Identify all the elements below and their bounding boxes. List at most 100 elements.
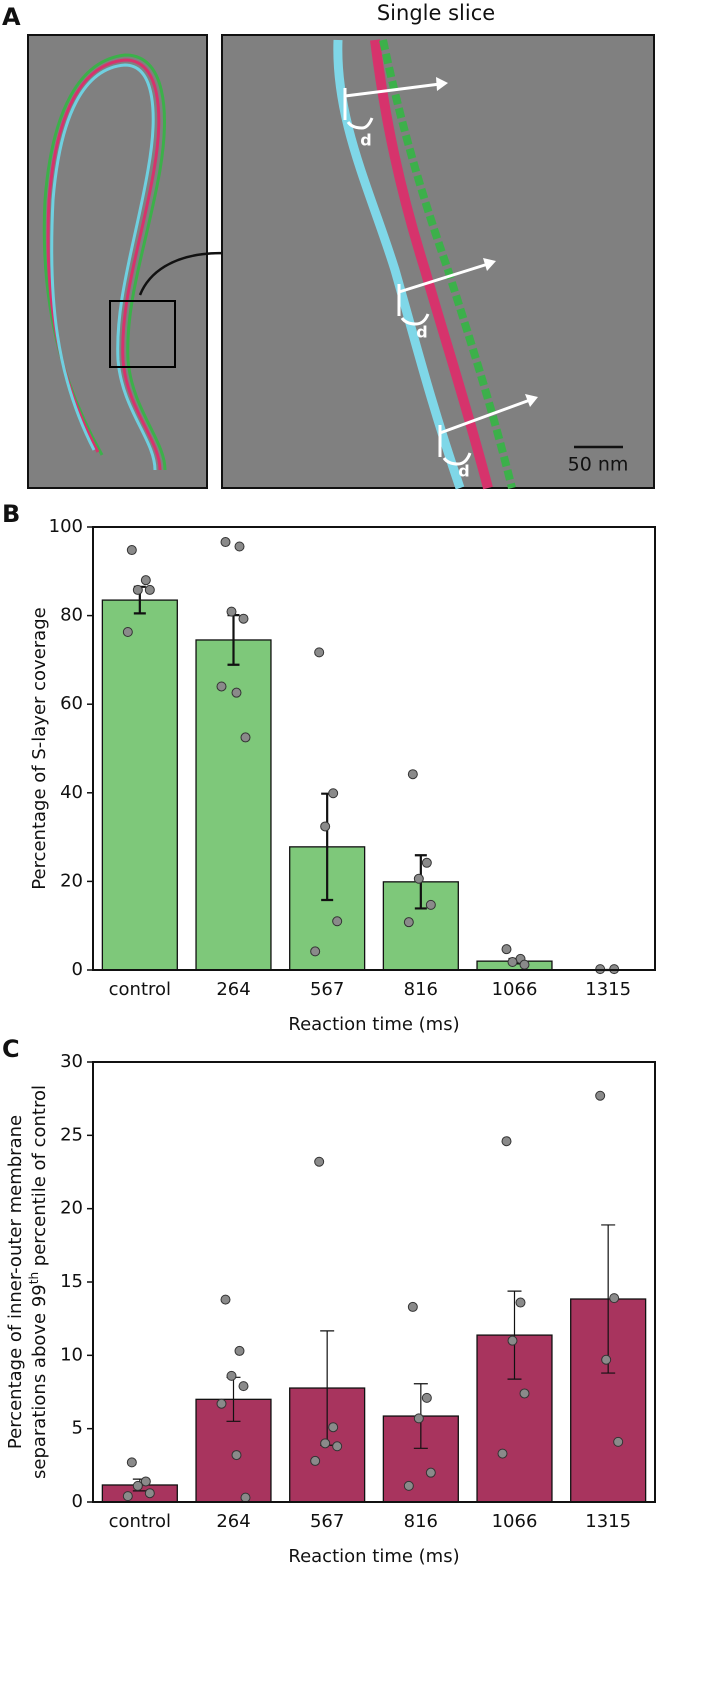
data-point [425,1467,436,1478]
y-tick-label: 0 [72,959,83,980]
data-point [310,946,321,957]
data-point [519,959,530,970]
x-tick-label: 1315 [585,979,631,1000]
data-point [425,899,436,910]
data-point [231,687,242,698]
error-bar [507,1290,522,1380]
data-point [220,1294,231,1305]
zoom-box [109,300,176,368]
data-point [320,821,331,832]
y-tick-label: 40 [60,782,83,803]
data-point [310,1455,321,1466]
data-point [413,873,424,884]
y-axis-label: Percentage of inner-outer membrane [5,1115,26,1449]
x-tick-label: 567 [310,979,344,1000]
data-point [132,1480,143,1491]
x-axis-label: Reaction time (ms) [288,1014,459,1035]
data-point [314,647,325,658]
data-point [126,545,137,556]
distance-label: d [416,323,427,342]
distance-label: d [458,462,469,481]
data-point [226,606,237,617]
data-point [519,1388,530,1399]
data-point [497,1448,508,1459]
distance-arrows [343,82,531,466]
image-overview [27,34,208,489]
data-point [328,1422,339,1433]
x-tick-label: 264 [216,979,250,1000]
y-tick-label: 60 [60,693,83,714]
data-point [328,788,339,799]
data-point [507,1335,518,1346]
panel-title: Single slice [377,1,495,25]
data-point [240,1492,251,1503]
data-point [140,575,151,586]
data-point [220,537,231,548]
y-tick-label: 25 [60,1124,83,1145]
data-point [320,1438,331,1449]
data-point [601,1354,612,1365]
data-point [240,732,251,743]
data-point [234,1345,245,1356]
y-tick-label: 20 [60,1198,83,1219]
y-tick-label: 5 [72,1418,83,1439]
data-point [122,626,133,637]
x-tick-label: 264 [216,1511,250,1532]
y-tick-label: 100 [49,516,83,537]
distance-label: d [360,131,371,150]
y-tick-label: 20 [60,870,83,891]
data-point [144,1488,155,1499]
data-point [226,1370,237,1381]
x-tick-label: 1315 [585,1511,631,1532]
x-tick-label: 1066 [492,979,538,1000]
bar [476,1334,553,1503]
arrow-heads [436,77,538,407]
data-point [122,1491,133,1502]
data-point [407,769,418,780]
data-point [140,1476,151,1487]
bar [101,599,178,971]
x-tick-label: 1066 [492,1511,538,1532]
error-bar [601,1224,616,1374]
data-point [501,944,512,955]
data-point [515,1297,526,1308]
label-part: separations above 99 [29,1284,50,1479]
y-tick-label: 80 [60,605,83,626]
data-point [132,584,143,595]
y-axis-label: separations above 99th percentile of con… [27,1085,51,1479]
data-point [609,1293,620,1304]
data-point [216,1398,227,1409]
x-tick-label: 816 [404,979,438,1000]
panel-label: C [2,1035,20,1063]
y-axis-label: Percentage of S-layer coverage [29,607,50,889]
data-point [407,1301,418,1312]
cell-outline [42,53,167,471]
data-point [234,541,245,552]
panel-a: A Single slice d d d 50 nm [2,1,655,490]
data-point [144,584,155,595]
data-point [613,1436,624,1447]
data-point [403,1480,414,1491]
data-point [501,1136,512,1147]
y-tick-label: 15 [60,1271,83,1292]
panel-label: B [2,500,20,528]
data-point [507,957,518,968]
data-point [413,1413,424,1424]
data-point [421,857,432,868]
label-superscript: th [27,1272,41,1284]
x-tick-label: control [109,1511,171,1532]
data-point [332,916,343,927]
data-point [238,1381,249,1392]
label-part: percentile of control [29,1085,50,1272]
data-point [216,681,227,692]
y-tick-label: 10 [60,1344,83,1365]
data-point [238,613,249,624]
panel-label: A [2,3,21,31]
data-point [421,1392,432,1403]
x-tick-label: 816 [404,1511,438,1532]
x-tick-label: 567 [310,1511,344,1532]
data-point [314,1156,325,1167]
plot-frame [92,1061,656,1503]
y-tick-label: 0 [72,1491,83,1512]
